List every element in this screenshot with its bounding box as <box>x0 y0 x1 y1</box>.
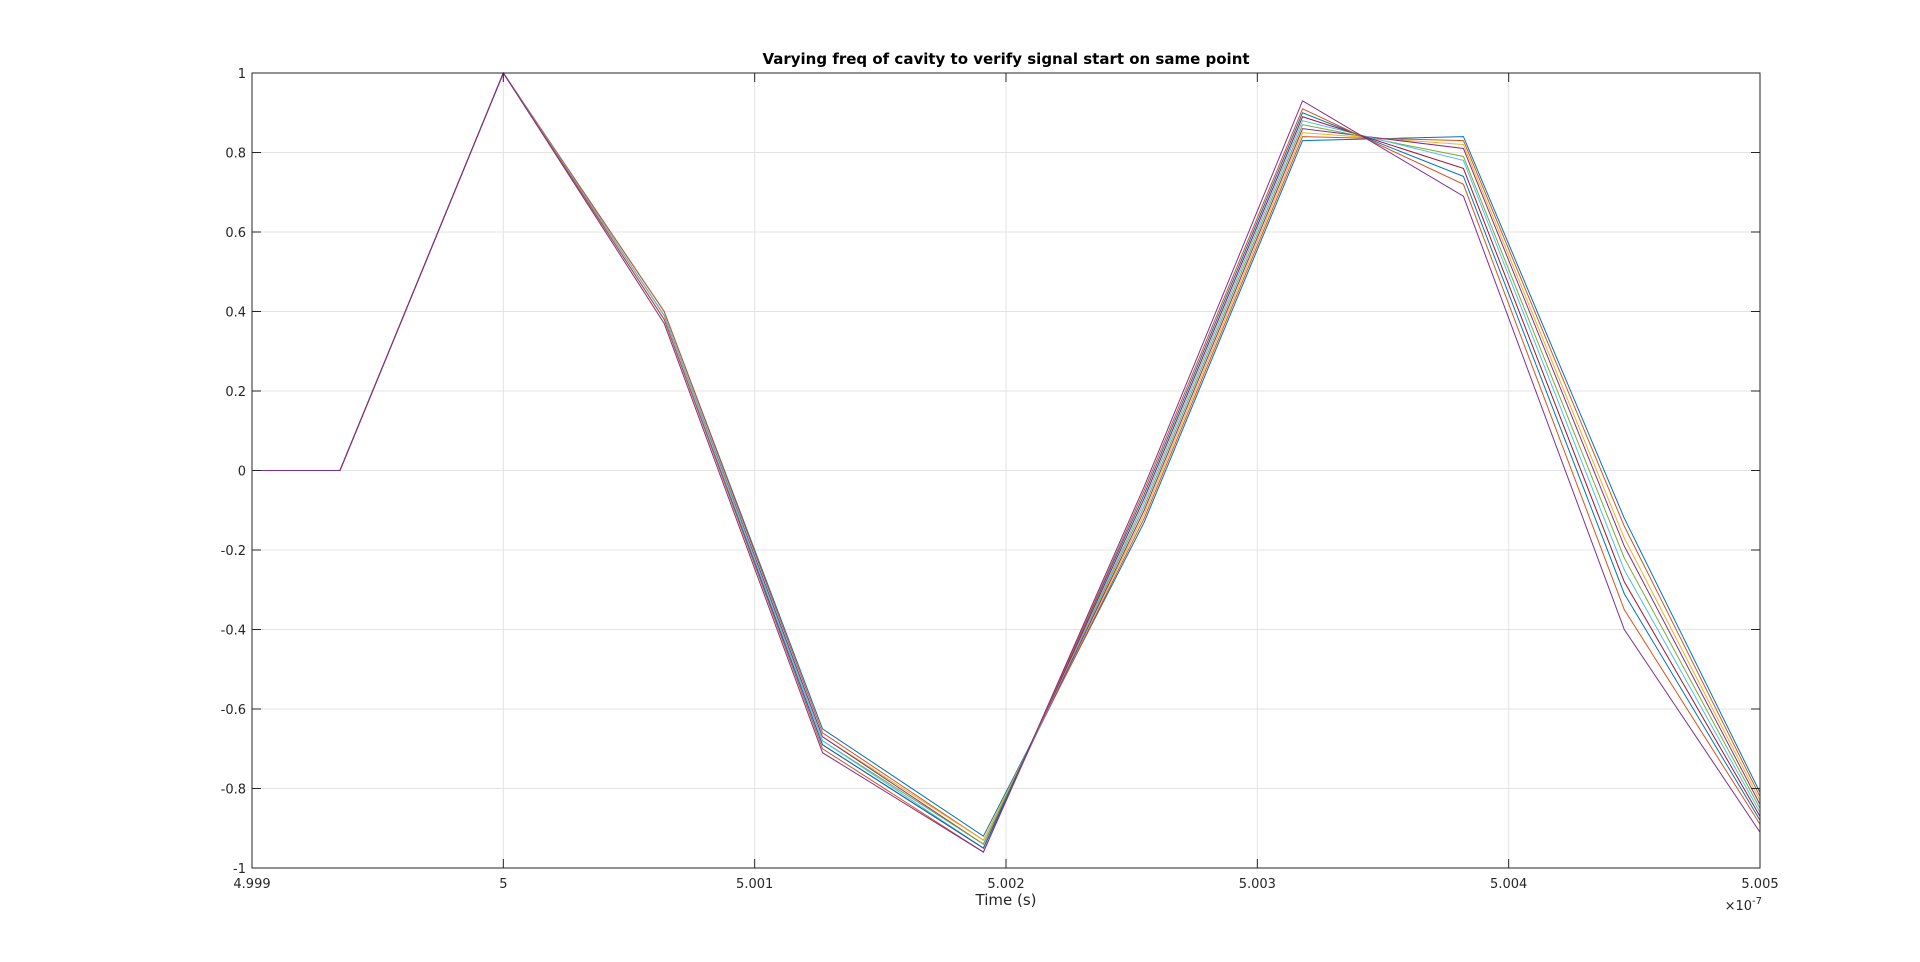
x-tick-label: 5.003 <box>1239 877 1276 892</box>
x-tick-label: 5 <box>499 877 507 892</box>
y-tick-label: -0.4 <box>221 624 246 639</box>
axis-ticks: 4.999 5 5.001 5.002 5.003 5.004 5.005 -1 -0.8 -0.… <box>221 67 1779 892</box>
x-tick-label: 5.005 <box>1741 877 1778 892</box>
x-tick-label: 4.999 <box>233 877 270 892</box>
y-tick-label: 0.2 <box>225 385 246 400</box>
series-line-10 <box>252 71 1761 853</box>
x-tick-label: 5.002 <box>987 877 1024 892</box>
y-tick-label: -0.6 <box>221 703 246 718</box>
x-tick-label: 5.001 <box>736 877 773 892</box>
x-axis-title: Time (s) <box>975 891 1037 909</box>
chart-title: Varying freq of cavity to verify signal … <box>762 50 1249 68</box>
y-tick-label: 0.6 <box>225 226 246 241</box>
y-tick-label: 1 <box>238 67 246 82</box>
y-tick-label: -1 <box>233 862 246 877</box>
x-axis-exponent-base: ×10 <box>1725 899 1752 914</box>
x-axis-exponent-power: -7 <box>1752 896 1762 907</box>
y-tick-label: 0.4 <box>225 306 246 321</box>
series-group <box>252 71 1761 853</box>
y-tick-label: 0 <box>238 465 246 480</box>
y-tick-label: 0.8 <box>225 147 246 162</box>
y-tick-label: -0.2 <box>221 544 246 559</box>
x-axis-exponent: ×10-7 <box>1725 896 1762 914</box>
x-tick-label: 5.004 <box>1490 877 1527 892</box>
y-tick-label: -0.8 <box>221 783 246 798</box>
grid <box>251 72 1761 869</box>
